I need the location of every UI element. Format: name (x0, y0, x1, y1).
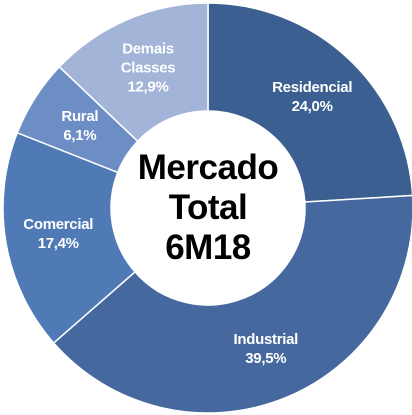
center-line: 6M18 (165, 228, 251, 267)
value-label: 39,5% (245, 349, 287, 367)
category-label: Comercial (23, 215, 94, 233)
slice (2, 131, 137, 345)
category-label: Demais Classes (120, 40, 176, 77)
slice (58, 2, 209, 143)
slice-label: Comercial 17,4% (23, 215, 93, 253)
category-label: Industrial (233, 330, 299, 348)
slice (207, 2, 412, 203)
slice (52, 194, 412, 414)
slice-label: Industrial 39,5% (234, 330, 299, 368)
value-label: 17,4% (37, 234, 79, 252)
category-label: Residencial (272, 79, 353, 97)
slice-label: Demais Classes 12,9% (108, 40, 188, 97)
slice-label: Rural 6,1% (61, 107, 98, 145)
value-label: 6,1% (63, 127, 97, 145)
center-text: Mercado Total 6M18 (137, 148, 279, 268)
value-label: 24,0% (291, 98, 333, 116)
value-label: 12,9% (127, 78, 169, 96)
center-line: Mercado (137, 148, 279, 187)
category-label: Rural (61, 108, 99, 126)
center-line: Total (168, 188, 248, 227)
slice-label: Residencial 24,0% (272, 78, 352, 116)
